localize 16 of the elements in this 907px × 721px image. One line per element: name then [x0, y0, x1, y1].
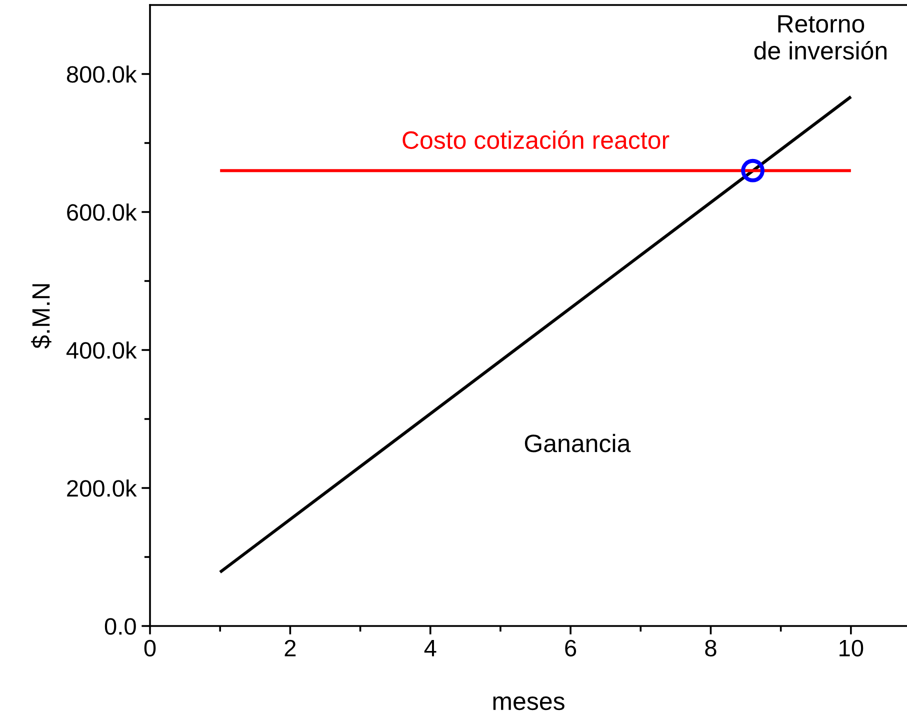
series-label: Costo cotización reactor	[402, 130, 670, 149]
x-tick-label: 2	[284, 640, 296, 656]
y-tick-label: 200.0k	[67, 479, 137, 497]
x-axis-title: meses	[493, 696, 564, 710]
y-tick-label: 400.0k	[66, 341, 137, 359]
y-tick-label: 800.0k	[66, 65, 137, 83]
x-tick-label: 0	[144, 640, 156, 657]
x-tick-label: 10	[840, 640, 864, 657]
annotation: Retorno de inversión	[754, 15, 886, 60]
y-axis-title: $.M.N	[31, 284, 52, 349]
y-tick-label: 600.0k	[67, 203, 137, 221]
x-tick-label: 4	[424, 640, 436, 656]
x-tick-label: 8	[705, 640, 716, 657]
x-tick-label: 6	[565, 640, 576, 657]
y-tick-label: 0.0	[104, 618, 136, 635]
text: Ganancia	[524, 434, 631, 452]
